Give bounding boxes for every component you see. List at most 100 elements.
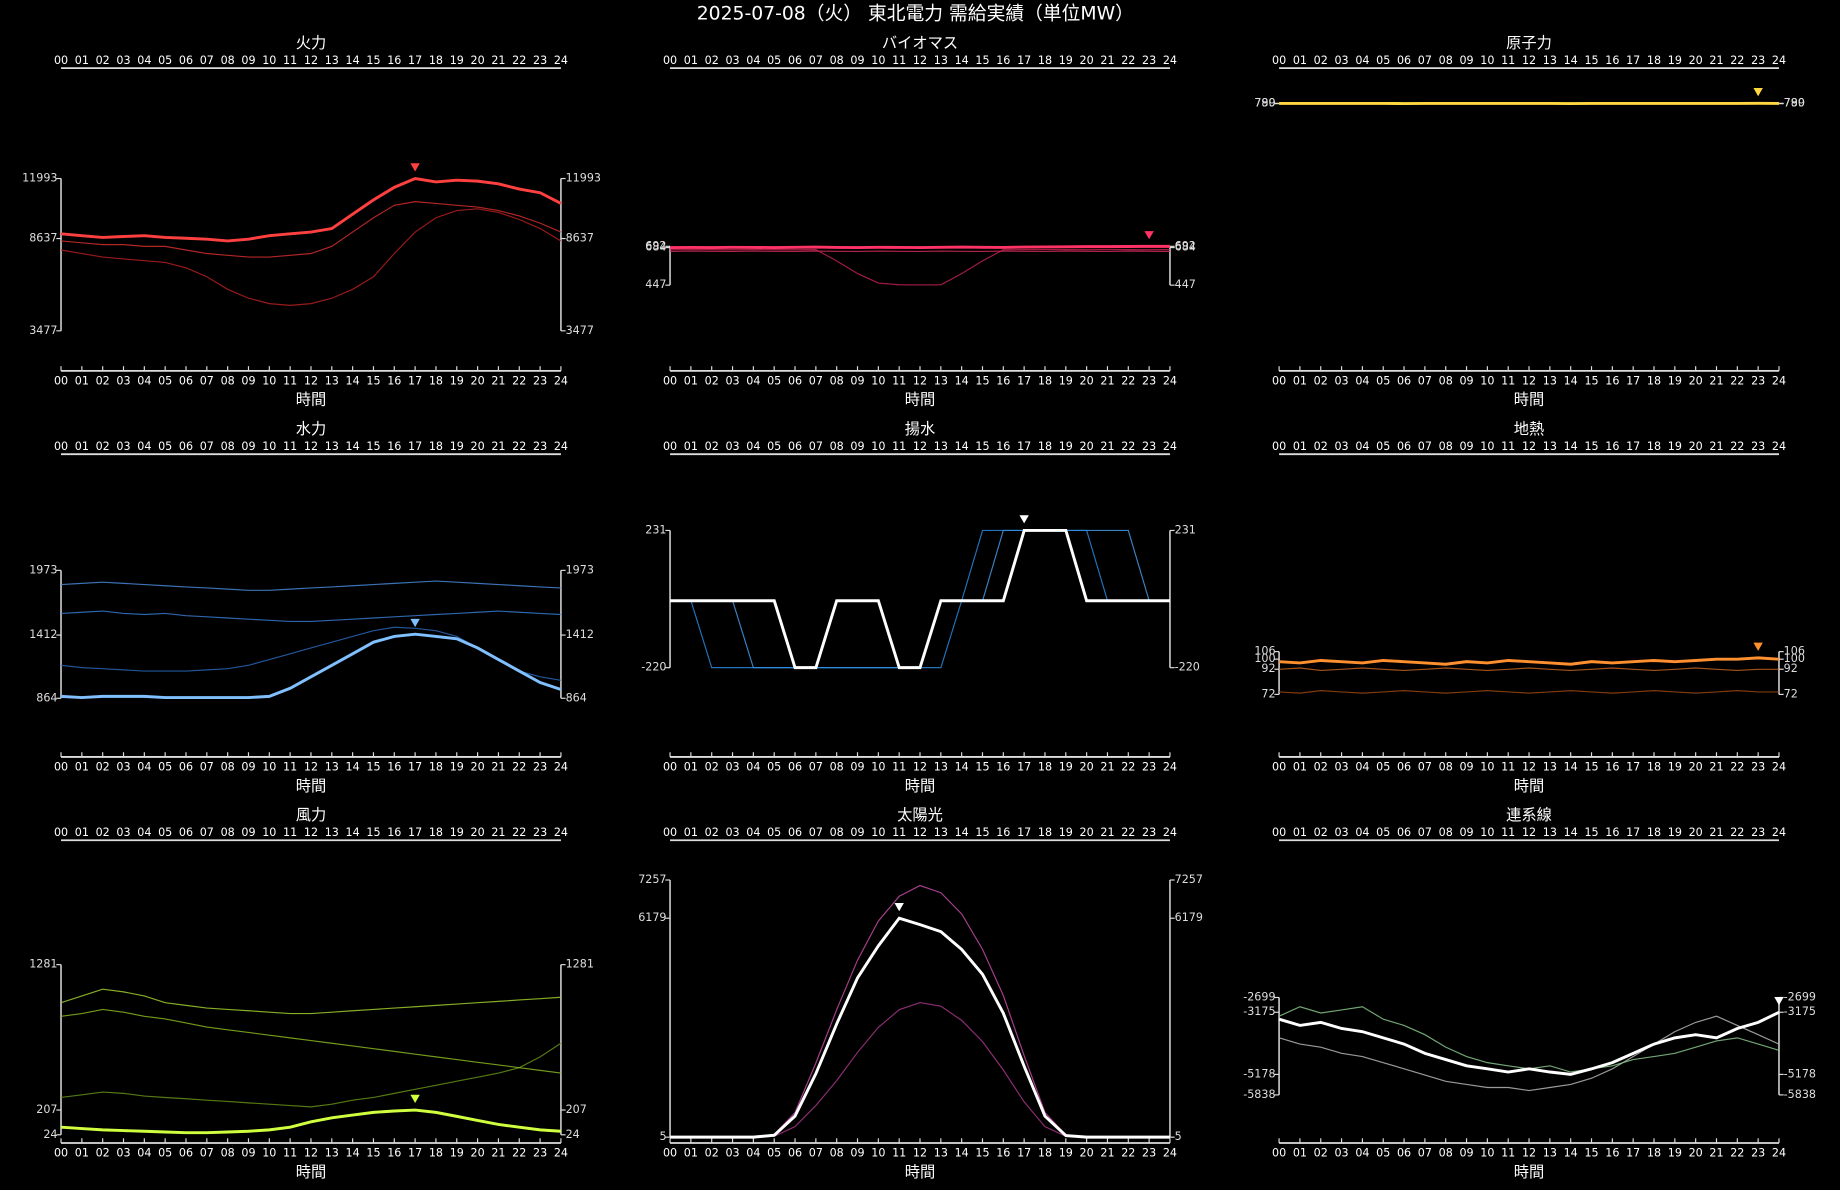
x-tick-label: 15 xyxy=(1584,826,1598,839)
x-tick-label: 17 xyxy=(1017,440,1031,453)
x-tick-label: 16 xyxy=(1605,760,1619,773)
x-tick-label: 06 xyxy=(1397,1147,1411,1160)
x-tick-label: 09 xyxy=(241,374,255,387)
x-tick-label: 18 xyxy=(429,1147,443,1160)
series-line xyxy=(670,248,1170,286)
x-tick-label: 02 xyxy=(705,760,719,773)
x-tick-label: 10 xyxy=(871,1147,885,1160)
panel-title: 太陽光 xyxy=(897,806,943,824)
x-tick-label: 15 xyxy=(1584,374,1598,387)
x-tick-label: 11 xyxy=(1501,440,1515,453)
series-line xyxy=(1278,1010,1780,1076)
x-tick-label: 17 xyxy=(1626,826,1640,839)
x-tick-label: 12 xyxy=(304,760,318,773)
x-tick-label: 07 xyxy=(809,54,823,67)
x-tick-label: 15 xyxy=(1584,760,1598,773)
series-line xyxy=(670,916,1170,1139)
x-tick-label: 20 xyxy=(1080,760,1094,773)
x-tick-label: 06 xyxy=(179,54,193,67)
series-line xyxy=(670,244,1170,250)
x-tick-label: 06 xyxy=(179,826,193,839)
x-tick-label: 00 xyxy=(1272,374,1286,387)
x-tick-label: 24 xyxy=(554,374,568,387)
x-tick-label: 04 xyxy=(746,54,760,67)
x-tick-label: 13 xyxy=(1543,440,1557,453)
x-tick-label: 15 xyxy=(975,760,989,773)
x-tick-label: 08 xyxy=(1439,54,1453,67)
x-tick-label: 03 xyxy=(1334,374,1348,387)
x-tick-label: 19 xyxy=(1668,760,1682,773)
x-tick-label: 12 xyxy=(1522,54,1536,67)
x-tick-label: 12 xyxy=(1522,1147,1536,1160)
x-tick-label: 03 xyxy=(116,1147,130,1160)
x-tick-label: 10 xyxy=(871,760,885,773)
y-tick-label: 6179 xyxy=(638,911,666,924)
x-tick-label: 02 xyxy=(96,760,110,773)
x-tick-label: 23 xyxy=(1142,826,1156,839)
x-tick-label: 16 xyxy=(387,1147,401,1160)
x-tick-label: 06 xyxy=(1397,440,1411,453)
x-tick-label: 18 xyxy=(1038,54,1052,67)
x-tick-label: 14 xyxy=(1564,54,1578,67)
y-tick-label: -2699 xyxy=(1243,990,1275,1003)
panel-title: 揚水 xyxy=(905,420,935,438)
x-tick-label: 13 xyxy=(325,440,339,453)
x-tick-label: 23 xyxy=(533,374,547,387)
x-tick-label: 04 xyxy=(137,1147,151,1160)
x-tick-label: 04 xyxy=(1355,374,1369,387)
x-tick-label: 10 xyxy=(262,1147,276,1160)
x-tick-label: 06 xyxy=(788,54,802,67)
x-tick-label: 00 xyxy=(54,826,68,839)
y-tick-label: 864 xyxy=(36,691,57,704)
x-tick-label: 22 xyxy=(1730,826,1744,839)
series-line xyxy=(1279,667,1779,672)
x-tick-label: 11 xyxy=(892,760,906,773)
x-tick-label: 02 xyxy=(96,1147,110,1160)
x-tick-label: 18 xyxy=(429,826,443,839)
x-tick-label: 02 xyxy=(705,54,719,67)
x-tick-label: 05 xyxy=(158,826,172,839)
x-tick-label: 16 xyxy=(996,760,1010,773)
x-tick-label: 24 xyxy=(1163,1147,1177,1160)
x-tick-label: 16 xyxy=(1605,374,1619,387)
x-tick-label: 01 xyxy=(1293,374,1307,387)
x-tick-label: 13 xyxy=(325,54,339,67)
x-tick-label: 13 xyxy=(934,374,948,387)
x-tick-label: 08 xyxy=(221,54,235,67)
x-tick-label: 01 xyxy=(684,1147,698,1160)
x-tick-label: 21 xyxy=(1100,1147,1114,1160)
x-tick-label: 16 xyxy=(996,440,1010,453)
x-tick-label: 17 xyxy=(1626,374,1640,387)
y-tick-label: -2699 xyxy=(1784,990,1816,1003)
x-tick-label: 17 xyxy=(1017,54,1031,67)
x-tick-label: 16 xyxy=(387,54,401,67)
x-tick-label: 01 xyxy=(684,374,698,387)
y-tick-label: 5 xyxy=(1175,1130,1182,1143)
x-tick-label: 07 xyxy=(200,826,214,839)
x-tick-label: 11 xyxy=(892,826,906,839)
x-tick-label: 09 xyxy=(241,440,255,453)
y-tick-label: 92 xyxy=(1261,662,1275,675)
y-tick-label: -3175 xyxy=(1784,1005,1816,1018)
x-tick-label: 21 xyxy=(1709,374,1723,387)
x-tick-label: 01 xyxy=(684,440,698,453)
x-tick-label: 03 xyxy=(1334,760,1348,773)
x-tick-label: 09 xyxy=(1459,760,1473,773)
x-tick-label: 20 xyxy=(1080,440,1094,453)
x-tick-label: 10 xyxy=(262,440,276,453)
x-tick-label: 14 xyxy=(346,760,360,773)
y-tick-label: 790 xyxy=(1254,96,1275,109)
x-tick-label: 12 xyxy=(1522,826,1536,839)
x-tick-label: 00 xyxy=(1272,760,1286,773)
x-tick-label: 11 xyxy=(892,440,906,453)
x-tick-label: 12 xyxy=(913,440,927,453)
x-tick-label: 21 xyxy=(491,54,505,67)
x-tick-label: 23 xyxy=(1142,440,1156,453)
series-line xyxy=(670,1001,1170,1138)
x-tick-label: 13 xyxy=(934,760,948,773)
x-tick-label: 20 xyxy=(1689,760,1703,773)
x-tick-label: 02 xyxy=(705,1147,719,1160)
x-tick-label: 24 xyxy=(1163,374,1177,387)
panel-title: 火力 xyxy=(296,34,327,52)
x-tick-label: 18 xyxy=(1038,760,1052,773)
